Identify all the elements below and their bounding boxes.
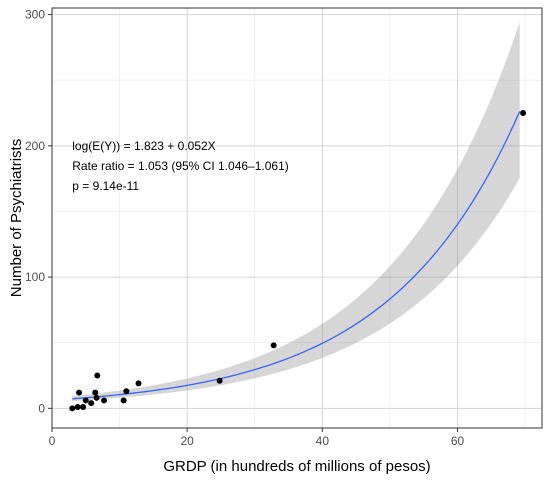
panel-border <box>51 7 543 429</box>
y-axis-title: Number of Psychiatrists <box>8 139 25 297</box>
data-point <box>69 405 76 412</box>
y-tick-label: 0 <box>38 401 45 415</box>
data-point <box>80 404 87 410</box>
x-axis-title: GRDP (in hundreds of millions of pesos) <box>163 458 430 475</box>
fit-line <box>72 111 521 400</box>
data-point <box>216 377 223 384</box>
data-point <box>88 400 95 407</box>
annotation-block: log(E(Y)) = 1.823 + 0.052X Rate ratio = 1… <box>72 139 288 193</box>
data-point <box>82 397 89 404</box>
grid-minor <box>52 8 542 428</box>
y-tick-label: 200 <box>25 139 45 153</box>
y-tick-label: 300 <box>25 8 45 22</box>
data-point <box>120 397 127 404</box>
x-tick-label: 20 <box>180 434 194 448</box>
data-point <box>76 389 83 396</box>
annotation-line: p = 9.14e-11 <box>72 179 139 193</box>
data-point <box>123 388 130 395</box>
x-tick-label: 60 <box>451 434 465 448</box>
data-points <box>69 110 527 412</box>
x-tick-label: 0 <box>49 434 56 448</box>
data-point <box>101 397 108 404</box>
confidence-band <box>72 22 520 401</box>
data-point <box>270 342 277 349</box>
annotation-line: log(E(Y)) = 1.823 + 0.052X <box>72 139 215 153</box>
x-axis-ticks: 0 20 40 60 <box>49 428 465 448</box>
panel-background <box>52 8 542 428</box>
data-point <box>135 380 142 387</box>
data-point <box>94 372 101 379</box>
annotation-line: Rate ratio = 1.053 (95% CI 1.046–1.061) <box>72 159 288 173</box>
data-point <box>93 394 100 401</box>
y-axis-ticks: 0 100 200 300 <box>25 8 52 415</box>
data-point <box>520 110 527 116</box>
data-point <box>74 404 81 410</box>
y-tick-label: 100 <box>25 270 45 284</box>
x-tick-label: 40 <box>316 434 330 448</box>
data-point <box>92 389 99 396</box>
